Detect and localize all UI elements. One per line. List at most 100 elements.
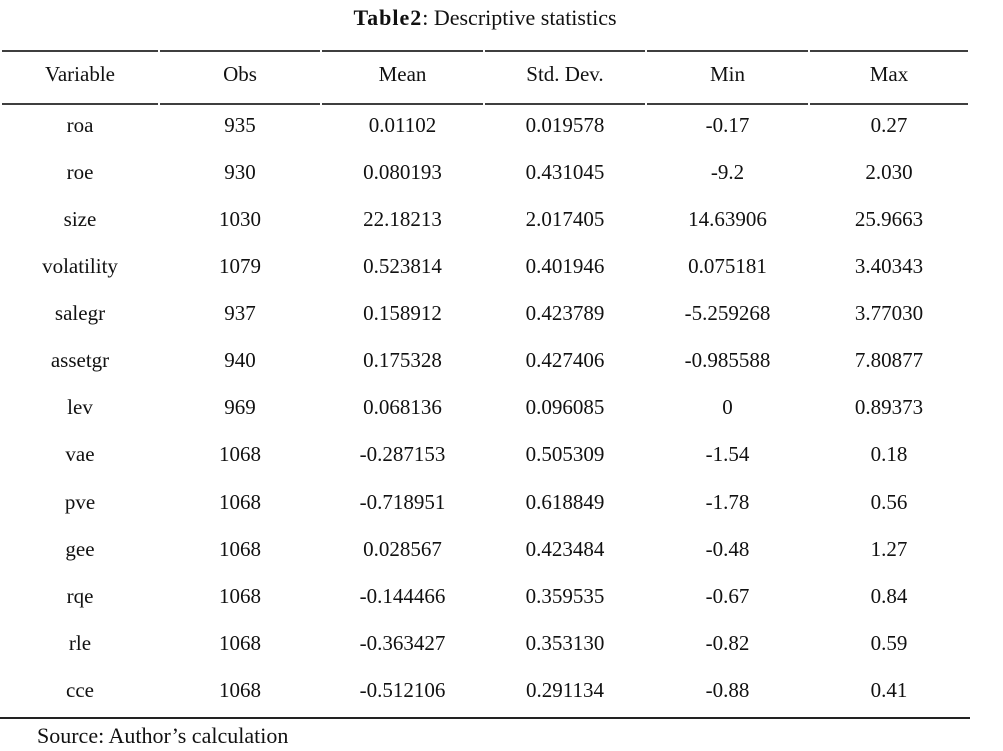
column-header-variable: Variable	[2, 50, 158, 105]
table-title-number: Table2	[353, 5, 423, 30]
table-row: cce 1068 -0.512106 0.291134 -0.88 0.41	[2, 670, 968, 717]
table-cell: 3.40343	[854, 254, 924, 279]
table-cell: -0.144466	[359, 583, 446, 608]
table-cell: 0.41	[870, 677, 908, 702]
table-cell: -0.82	[705, 630, 750, 655]
table-row: volatility 1079 0.523814 0.401946 0.0751…	[2, 246, 968, 293]
row-label: rle	[68, 630, 92, 655]
table-cell: 1068	[219, 630, 261, 655]
table-cell: 930	[224, 160, 256, 185]
table-bottom-rule	[0, 717, 970, 719]
row-label: roe	[66, 160, 94, 185]
table-cell: -0.17	[705, 113, 750, 138]
table-cell: 1068	[219, 536, 261, 561]
table-cell: -0.718951	[359, 489, 446, 514]
table-cell: -1.78	[705, 489, 750, 514]
table-cell: 1079	[219, 254, 261, 279]
column-header-obs: Obs	[160, 50, 320, 105]
table-cell: 0.89373	[854, 395, 924, 420]
table-cell: 0.423789	[525, 301, 605, 326]
descriptive-statistics-table: Variable Obs Mean Std. Dev. Min Max roa …	[0, 50, 970, 717]
table-cell: 0.353130	[525, 630, 605, 655]
table-cell: -0.512106	[359, 677, 446, 702]
table-cell: 1068	[219, 489, 261, 514]
table-cell: 0.028567	[363, 536, 442, 561]
table-cell: 0.175328	[363, 348, 442, 373]
table-cell: 0.158912	[363, 301, 442, 326]
table-cell: 1.27	[870, 536, 908, 561]
row-label: salegr	[54, 301, 106, 326]
table-cell: 937	[224, 301, 256, 326]
row-label: lev	[67, 395, 93, 420]
row-label: vae	[65, 442, 95, 467]
row-label: size	[63, 207, 97, 232]
table-cell: 0.27	[870, 113, 908, 138]
table-cell: 940	[224, 348, 256, 373]
table-cell: 0.427406	[525, 348, 605, 373]
table-cell: 0.56	[870, 489, 908, 514]
table-cell: 0.84	[870, 583, 908, 608]
table-cell: 1068	[219, 677, 261, 702]
table-cell: 7.80877	[854, 348, 924, 373]
table-cell: 0.59	[870, 630, 908, 655]
table-cell: 0.401946	[525, 254, 605, 279]
row-label: assetgr	[50, 348, 110, 373]
table-cell: 0.01102	[368, 113, 437, 138]
table-row: rqe 1068 -0.144466 0.359535 -0.67 0.84	[2, 576, 968, 623]
table-row: roa 935 0.01102 0.019578 -0.17 0.27	[2, 105, 968, 152]
row-label: cce	[66, 677, 94, 702]
row-label: gee	[65, 536, 95, 561]
table-cell: 0.18	[870, 442, 908, 467]
table-cell: 0.096085	[525, 395, 605, 420]
table-cell: 0.075181	[688, 254, 767, 279]
table-cell: -0.985588	[684, 348, 771, 373]
table-title-text: : Descriptive statistics	[422, 5, 617, 30]
column-header-std-dev: Std. Dev.	[485, 50, 645, 105]
table-cell: -0.363427	[359, 630, 446, 655]
table-cell: 0.291134	[526, 677, 604, 702]
row-label: rqe	[66, 583, 94, 608]
table-title: Table2: Descriptive statistics	[0, 0, 970, 50]
table-cell: -1.54	[705, 442, 750, 467]
table-row: gee 1068 0.028567 0.423484 -0.48 1.27	[2, 529, 968, 576]
table-cell: 2.030	[865, 160, 913, 185]
table-cell: -5.259268	[684, 301, 771, 326]
table-cell: -9.2	[710, 160, 745, 185]
header-row: Variable Obs Mean Std. Dev. Min Max	[2, 50, 968, 105]
row-label: roa	[66, 113, 94, 138]
table-cell: 2.017405	[525, 207, 605, 232]
table-cell: 14.63906	[688, 207, 767, 232]
table-cell: 0.068136	[363, 395, 442, 420]
table-row: pve 1068 -0.718951 0.618849 -1.78 0.56	[2, 482, 968, 529]
table-cell: 1030	[219, 207, 261, 232]
table-cell: 0.019578	[525, 113, 605, 138]
row-label: pve	[64, 489, 96, 514]
table-cell: 0.505309	[525, 442, 605, 467]
table-cell: 0.359535	[525, 583, 605, 608]
table-row: vae 1068 -0.287153 0.505309 -1.54 0.18	[2, 434, 968, 481]
table-row: salegr 937 0.158912 0.423789 -5.259268 3…	[2, 293, 968, 340]
row-label: volatility	[42, 254, 118, 279]
table-cell: 0.423484	[525, 536, 605, 561]
table-cell: 1068	[219, 583, 261, 608]
table-cell: -0.287153	[359, 442, 446, 467]
table-row: rle 1068 -0.363427 0.353130 -0.82 0.59	[2, 623, 968, 670]
column-header-mean: Mean	[322, 50, 483, 105]
table-cell: -0.67	[705, 583, 750, 608]
table-row: size 1030 22.18213 2.017405 14.63906 25.…	[2, 199, 968, 246]
table-cell: -0.88	[705, 677, 750, 702]
table-cell: 0.523814	[363, 254, 442, 279]
table-cell: 0	[722, 395, 733, 420]
table-row: roe 930 0.080193 0.431045 -9.2 2.030	[2, 152, 968, 199]
column-header-max: Max	[810, 50, 968, 105]
table-cell: 3.77030	[854, 301, 924, 326]
table-cell: 0.080193	[363, 160, 442, 185]
table-cell: 1068	[219, 442, 261, 467]
table-cell: 0.431045	[525, 160, 605, 185]
table-cell: 0.618849	[525, 489, 605, 514]
table-cell: 25.9663	[854, 207, 924, 232]
table-row: lev 969 0.068136 0.096085 0 0.89373	[2, 387, 968, 434]
table-row: assetgr 940 0.175328 0.427406 -0.985588 …	[2, 340, 968, 387]
source-note: Source: Author’s calculation	[37, 723, 289, 748]
